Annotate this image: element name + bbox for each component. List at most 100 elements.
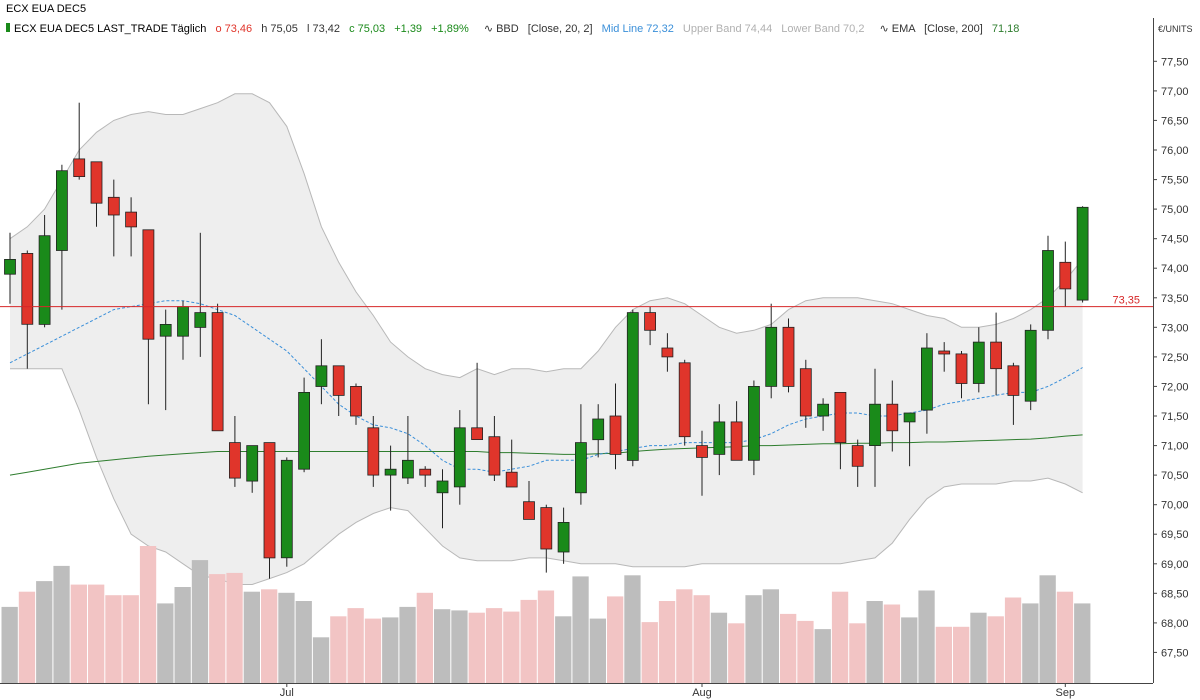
candle-body [903,412,916,423]
candle [419,466,432,487]
candle-body [1024,329,1037,402]
candle-body [194,312,207,328]
candle-body [748,385,760,461]
volume-bars [1,546,1091,683]
volume-bar [849,623,866,683]
volume-bar [191,560,209,683]
candle [350,383,362,425]
candle-body [177,306,189,337]
candle [211,303,224,432]
change-percent: +1,89% [431,23,469,35]
candle [661,333,674,372]
candle [990,312,1002,396]
x-axis: Jul Aug Sep [280,683,1075,699]
volume-bar [1,606,18,683]
volume-bar [382,617,399,683]
candle [644,306,656,346]
candle-body [782,326,795,387]
ref-line-label: 73,35 [1112,295,1140,307]
volume-bar [485,608,503,683]
volume-bar [953,626,970,683]
candle [315,339,328,405]
candle-body [730,421,743,461]
y-tick-label: 68,50 [1161,588,1189,600]
volume-bar [658,601,676,683]
y-tick-label: 75,50 [1161,175,1189,187]
candle [298,377,311,473]
candle-body [1076,206,1089,301]
candle-body [1059,261,1072,290]
volume-bar [883,604,901,683]
mid-line-label: Mid Line 72,32 [602,23,674,35]
volume-bar [36,581,53,683]
candle [246,445,259,493]
candle [696,430,708,496]
legend-line: ECX EUA DEC5 LAST_TRADE Täglich o 73,46 … [14,23,1019,35]
candle-body [90,161,103,204]
volume-bar [866,601,883,683]
candle-body [367,427,380,476]
y-tick-label: 77,00 [1161,86,1189,98]
candle-body [575,442,587,494]
candle-body [401,459,414,479]
band-fill [10,93,1083,585]
candle-body [972,341,985,384]
candle [609,383,622,470]
volume-bar [364,618,382,683]
volume-bar [18,591,36,683]
y-tick-label: 71,00 [1161,441,1189,453]
upper-band-line [9,93,1083,379]
volume-bar [935,626,952,683]
candle-body [886,403,899,432]
candle [107,179,120,257]
open-value: o 73,46 [215,23,252,35]
y-tick-label: 72,00 [1161,381,1189,393]
candle-body [159,323,172,337]
candle [782,318,795,393]
x-tick-label: Sep [1056,687,1076,699]
candle-body [488,436,501,476]
candle-body [834,391,847,443]
change-value: +1,39 [394,23,422,35]
candle-body [799,368,812,417]
candle-body [107,196,120,216]
volume-bar [728,623,745,683]
volume-bar [745,595,762,683]
y-tick-label: 72,50 [1161,352,1189,364]
candle-body [609,415,622,455]
candle-body [696,445,708,458]
candle-body [869,403,881,447]
candle-body [557,522,570,553]
candle [56,164,68,310]
volume-bar [918,590,935,683]
candle-body [125,211,137,228]
volume-bar [1056,591,1074,683]
candle-body [384,468,397,476]
candle [903,412,916,467]
candle-body [661,347,674,358]
ema-value: 71,18 [992,23,1020,35]
y-axis: 67,50 68,00 68,50 69,00 69,50 70,00 70,50 71,00… [1153,56,1189,659]
volume-bar [780,613,797,683]
candle-body [315,365,328,387]
candle-body [436,480,449,494]
candle [557,507,570,564]
volume-bar [70,584,87,683]
candle [921,333,933,434]
candle-body [471,427,484,440]
candle [125,197,137,257]
candle-body [851,445,864,467]
lower-band-label: Lower Band 70,2 [781,23,864,35]
candle [1076,206,1089,303]
candle [38,215,51,328]
candle [228,416,241,487]
volume-bar [312,637,330,683]
volume-bar [226,572,243,683]
candle [626,309,639,467]
y-tick-label: 77,50 [1161,56,1189,68]
y-tick-label: 74,50 [1161,234,1189,246]
candle-body [73,158,86,177]
candle-body [21,252,34,325]
